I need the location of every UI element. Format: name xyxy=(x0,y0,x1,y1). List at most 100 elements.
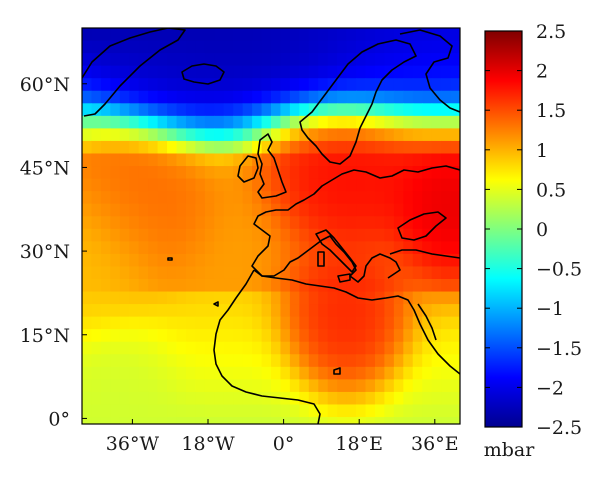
heatmap-cell xyxy=(204,140,215,155)
heatmap-cell xyxy=(91,65,102,79)
heatmap-cell xyxy=(148,65,159,79)
heatmap-cell xyxy=(110,140,121,155)
heatmap-cell xyxy=(148,166,159,180)
heatmap-cell xyxy=(148,379,159,393)
heatmap-cell xyxy=(327,28,338,42)
heatmap-cell xyxy=(129,266,140,280)
heatmap-cell xyxy=(214,28,225,42)
heatmap-cell xyxy=(308,291,319,305)
heatmap-cell xyxy=(100,228,111,242)
heatmap-cell xyxy=(289,153,300,167)
heatmap-cell xyxy=(185,140,196,155)
heatmap-cell xyxy=(356,140,367,155)
heatmap-cell xyxy=(214,291,225,305)
heatmap-cell xyxy=(374,417,385,424)
heatmap-cell xyxy=(450,53,460,67)
heatmap-cell xyxy=(450,90,460,104)
heatmap-cell xyxy=(233,316,244,330)
heatmap-cell xyxy=(242,65,253,79)
heatmap-cell xyxy=(119,153,130,167)
heatmap-cell xyxy=(450,203,460,217)
heatmap-cell xyxy=(252,329,263,343)
heatmap-cell xyxy=(431,316,442,330)
heatmap-cell xyxy=(91,103,102,117)
heatmap-cell xyxy=(441,266,452,280)
heatmap-cell xyxy=(327,140,338,155)
heatmap-cell xyxy=(185,115,196,129)
heatmap-cell xyxy=(280,266,291,280)
heatmap-cell xyxy=(422,304,433,318)
heatmap-cell xyxy=(82,78,93,92)
heatmap-cell xyxy=(393,354,404,368)
heatmap-cell xyxy=(403,140,414,155)
heatmap-cell xyxy=(441,316,452,330)
heatmap-cell xyxy=(100,404,111,418)
heatmap-cell xyxy=(365,115,376,129)
heatmap-cell xyxy=(119,216,130,230)
heatmap-cell xyxy=(129,53,140,67)
heatmap-cell xyxy=(422,115,433,129)
heatmap-cell xyxy=(327,278,338,293)
heatmap-cell xyxy=(327,354,338,368)
scandinavia-coast xyxy=(299,39,417,165)
heatmap-cell xyxy=(403,40,414,54)
heatmap-cell xyxy=(167,115,178,129)
great-britain-coast xyxy=(257,133,287,199)
heatmap-cell xyxy=(346,404,357,418)
x-tick-label: 18°E xyxy=(335,433,383,455)
heatmap-cell xyxy=(308,28,319,42)
heatmap-cell xyxy=(195,316,206,330)
heatmap-cell xyxy=(412,191,423,205)
heatmap-cell xyxy=(289,241,300,255)
heatmap-cell xyxy=(412,354,423,368)
heatmap-cell xyxy=(223,216,234,230)
heatmap-cell xyxy=(318,291,329,305)
heatmap-cell xyxy=(214,90,225,104)
heatmap-cell xyxy=(223,417,234,424)
heatmap-cell xyxy=(441,153,452,167)
heatmap-cell xyxy=(119,140,130,155)
heatmap-cell xyxy=(318,354,329,368)
heatmap-cell xyxy=(365,329,376,343)
heatmap-cell xyxy=(337,216,348,230)
heatmap-cell xyxy=(441,103,452,117)
heatmap-cell xyxy=(204,103,215,117)
heatmap-cell xyxy=(91,140,102,155)
heatmap-cell xyxy=(299,228,310,242)
heatmap-cell xyxy=(374,253,385,268)
heatmap-cell xyxy=(422,329,433,343)
heatmap-cell xyxy=(308,216,319,230)
heatmap-cell xyxy=(119,366,130,380)
heatmap-cell xyxy=(195,417,206,424)
heatmap-cell xyxy=(374,153,385,167)
heatmap-cell xyxy=(384,329,395,343)
heatmap-cell xyxy=(223,241,234,255)
heatmap-cell xyxy=(214,140,225,155)
heatmap-cell xyxy=(148,128,159,142)
heatmap-cell xyxy=(289,316,300,330)
heatmap-cell xyxy=(356,65,367,79)
heatmap-cell xyxy=(450,417,460,424)
heatmap-cell xyxy=(346,53,357,67)
heatmap-cell xyxy=(327,304,338,318)
heatmap-cell xyxy=(422,153,433,167)
heatmap-cell xyxy=(157,379,168,393)
heatmap-cell xyxy=(299,253,310,268)
heatmap-cell xyxy=(280,191,291,205)
heatmap-cell xyxy=(223,103,234,117)
heatmap-cell xyxy=(327,115,338,129)
heatmap-cell xyxy=(129,28,140,42)
heatmap-cell xyxy=(195,90,206,104)
heatmap-cell xyxy=(110,53,121,67)
heatmap-cell xyxy=(365,166,376,180)
heatmap-cell xyxy=(337,404,348,418)
heatmap-cell xyxy=(412,216,423,230)
heatmap-cell xyxy=(233,115,244,129)
heatmap-cell xyxy=(223,90,234,104)
heatmap-cell xyxy=(252,28,263,42)
heatmap-cell xyxy=(431,266,442,280)
heatmap-cell xyxy=(403,241,414,255)
heatmap-cell xyxy=(100,128,111,142)
heatmap-cell xyxy=(327,228,338,242)
heatmap-cell xyxy=(82,354,93,368)
